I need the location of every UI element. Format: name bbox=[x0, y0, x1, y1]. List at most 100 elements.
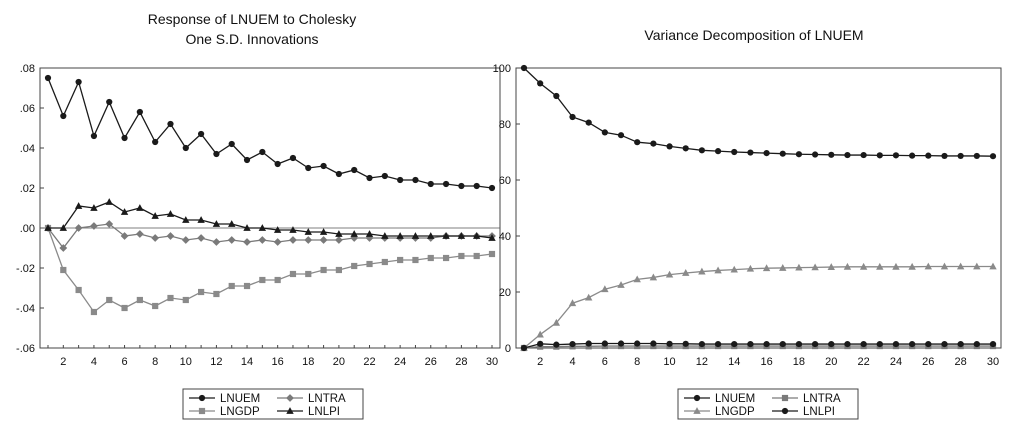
data-point bbox=[746, 264, 755, 272]
data-point bbox=[74, 202, 83, 209]
data-point bbox=[59, 244, 68, 252]
variance-decomposition-chart: Variance Decomposition of LNUEM100806040… bbox=[493, 27, 1002, 420]
y-tick-label: .00 bbox=[20, 223, 35, 235]
data-point bbox=[634, 340, 641, 347]
data-point bbox=[136, 204, 144, 211]
data-point bbox=[811, 263, 819, 271]
x-tick-label: 28 bbox=[455, 356, 467, 368]
data-point bbox=[682, 340, 689, 347]
data-point bbox=[812, 340, 819, 348]
x-tick-label: 6 bbox=[602, 356, 608, 368]
data-point bbox=[335, 230, 343, 237]
x-tick-label: 22 bbox=[857, 356, 869, 368]
x-tick-label: 30 bbox=[486, 356, 498, 368]
data-point bbox=[520, 64, 528, 72]
data-point bbox=[488, 234, 496, 241]
data-point bbox=[181, 236, 190, 244]
series-lngdp bbox=[520, 262, 997, 351]
data-point bbox=[381, 172, 388, 180]
data-point bbox=[319, 228, 328, 235]
data-point bbox=[106, 296, 113, 304]
x-tick-label: 4 bbox=[569, 356, 575, 368]
data-point bbox=[973, 340, 980, 348]
data-point bbox=[90, 132, 98, 140]
data-point bbox=[682, 269, 690, 276]
data-point bbox=[258, 224, 267, 231]
x-tick-label: 6 bbox=[121, 356, 127, 368]
data-point bbox=[617, 340, 625, 347]
series-lnlpi bbox=[44, 198, 496, 241]
data-point bbox=[843, 262, 852, 270]
x-tick-label: 10 bbox=[663, 356, 675, 368]
data-point bbox=[860, 340, 867, 348]
y-tick-label: 20 bbox=[499, 287, 511, 299]
impulse-response-chart: Response of LNUEM to Cholesky One S.D. In… bbox=[16, 11, 501, 420]
data-point bbox=[568, 299, 577, 307]
chart-title-line: Variance Decomposition of LNUEM bbox=[644, 27, 863, 43]
data-point bbox=[520, 344, 528, 352]
data-point bbox=[121, 304, 128, 312]
legend-label: LNTRA bbox=[308, 393, 346, 405]
data-point bbox=[925, 152, 932, 159]
data-point bbox=[633, 275, 641, 283]
data-point bbox=[442, 180, 450, 188]
chart-title-line: Response of LNUEM to Cholesky bbox=[148, 11, 357, 27]
y-tick-label: -.06 bbox=[16, 343, 35, 355]
data-point bbox=[665, 270, 674, 278]
data-point bbox=[319, 236, 328, 244]
data-point bbox=[136, 296, 143, 304]
data-point bbox=[213, 290, 220, 298]
data-point bbox=[228, 140, 235, 148]
x-tick-label: 8 bbox=[152, 356, 158, 368]
x-tick-label: 28 bbox=[955, 356, 967, 368]
plot-frame bbox=[515, 67, 1002, 349]
data-point bbox=[876, 262, 884, 270]
data-point bbox=[227, 236, 236, 244]
data-point bbox=[44, 224, 52, 231]
data-point bbox=[304, 236, 313, 244]
data-point bbox=[381, 258, 388, 266]
data-point bbox=[335, 266, 342, 274]
data-point bbox=[121, 134, 128, 142]
legend-label: LNTRA bbox=[803, 393, 841, 405]
data-point bbox=[585, 119, 592, 126]
data-point bbox=[795, 340, 803, 348]
data-point bbox=[876, 340, 883, 348]
data-point bbox=[909, 340, 916, 348]
data-point bbox=[120, 232, 129, 240]
data-point bbox=[212, 220, 221, 227]
data-point bbox=[844, 151, 851, 159]
data-point bbox=[166, 232, 175, 240]
data-point bbox=[909, 152, 916, 159]
x-tick-label: 16 bbox=[272, 356, 284, 368]
data-point bbox=[730, 265, 738, 273]
data-point bbox=[259, 148, 266, 156]
y-tick-label: .08 bbox=[20, 63, 35, 75]
data-point bbox=[74, 224, 83, 232]
data-point bbox=[197, 234, 206, 242]
y-tick-label: -.02 bbox=[16, 263, 35, 275]
x-tick-label: 10 bbox=[180, 356, 192, 368]
legend-label: LNUEM bbox=[715, 393, 755, 405]
data-point bbox=[351, 166, 358, 174]
x-tick-label: 18 bbox=[793, 356, 805, 368]
data-point bbox=[335, 170, 342, 178]
data-point bbox=[763, 340, 770, 348]
data-point bbox=[259, 276, 266, 284]
data-point bbox=[334, 236, 343, 244]
data-point bbox=[828, 340, 835, 348]
data-point bbox=[924, 262, 933, 270]
data-point bbox=[473, 182, 480, 190]
data-point bbox=[60, 112, 67, 120]
data-point bbox=[731, 148, 738, 156]
data-point bbox=[941, 340, 948, 348]
data-point bbox=[553, 92, 560, 100]
y-tick-label: 100 bbox=[493, 63, 511, 75]
x-tick-label: 8 bbox=[634, 356, 640, 368]
data-point bbox=[350, 230, 358, 237]
data-point bbox=[151, 234, 160, 242]
data-point bbox=[351, 262, 358, 270]
x-tick-label: 22 bbox=[363, 356, 375, 368]
data-point bbox=[397, 176, 404, 184]
data-point bbox=[151, 212, 159, 219]
